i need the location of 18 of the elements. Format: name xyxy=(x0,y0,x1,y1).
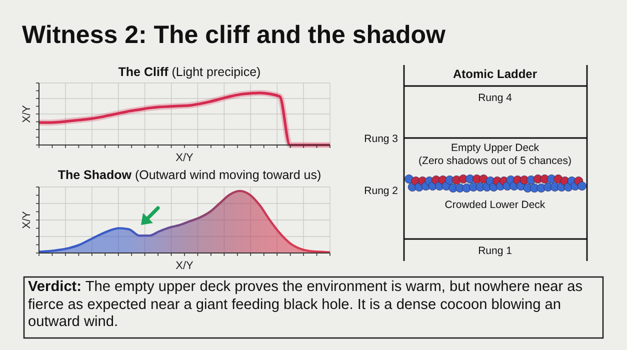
text: (Zero shadows out of 5 chances) xyxy=(418,155,572,167)
chart-subtitle: (Light precipice) xyxy=(168,65,261,79)
chart-title: The Cliff xyxy=(118,65,170,79)
text: Rung 3 xyxy=(364,133,398,145)
y-axis-title: X/Y xyxy=(21,210,33,229)
text: Witness 2: The cliff and the shadow xyxy=(22,21,446,49)
y-axis-title: X/Y xyxy=(21,104,33,123)
text: Atomic Ladder xyxy=(452,67,538,81)
text: Empty Upper Deck xyxy=(450,142,540,154)
text: Rung 4 xyxy=(478,92,512,104)
text: Verdict: xyxy=(28,279,82,295)
x-axis-title: X/Y xyxy=(176,260,194,272)
x-axis-title: X/Y xyxy=(176,152,194,164)
chart-title: The Shadow xyxy=(58,168,132,182)
text: Crowded Lower Deck xyxy=(444,199,546,211)
text: Rung 2 xyxy=(364,185,398,197)
chart-subtitle: (Outward wind moving toward us) xyxy=(131,168,322,182)
text: Rung 1 xyxy=(478,245,512,257)
